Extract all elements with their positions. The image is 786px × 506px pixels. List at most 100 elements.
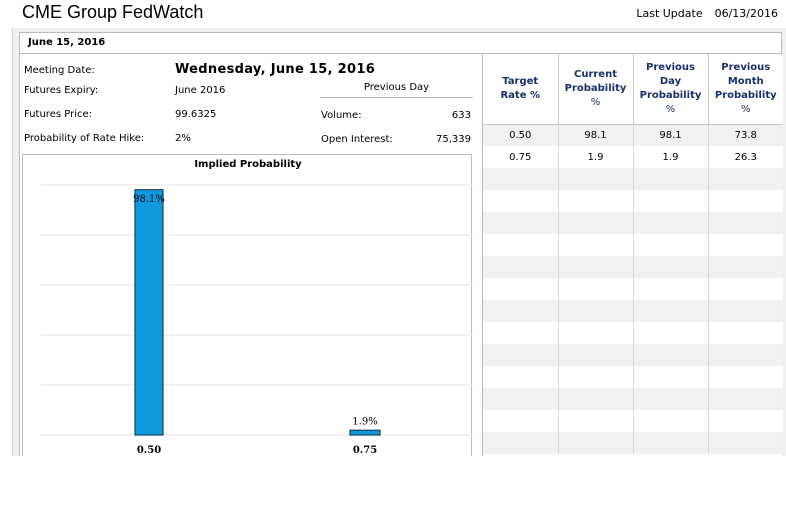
table-cell bbox=[708, 256, 783, 278]
table-cell bbox=[633, 322, 709, 344]
chart-bar bbox=[134, 189, 164, 436]
chart-category-label: 0.50 bbox=[137, 445, 161, 456]
table-cell bbox=[558, 366, 634, 388]
table-cell bbox=[708, 322, 783, 344]
table-cell bbox=[708, 190, 783, 212]
table-cell: 73.8 bbox=[708, 124, 783, 146]
last-update-label: Last Update bbox=[636, 7, 703, 20]
meeting-date-label: Meeting Date: bbox=[24, 65, 95, 76]
header-line: Day bbox=[659, 75, 682, 87]
prob-hike-label: Probability of Rate Hike: bbox=[24, 133, 145, 144]
header-line: % bbox=[590, 96, 601, 108]
table-cell bbox=[708, 366, 783, 388]
header-line: Probability bbox=[714, 89, 777, 101]
table-cell bbox=[633, 432, 709, 454]
table-row bbox=[483, 410, 783, 432]
table-cell bbox=[483, 256, 559, 278]
table-row bbox=[483, 168, 783, 190]
header-line: Current bbox=[573, 68, 617, 80]
header-line: % bbox=[740, 103, 751, 115]
table-header-row: Target Rate % Current Probability% Previous D… bbox=[483, 54, 783, 125]
table-cell bbox=[558, 168, 634, 190]
table-row: 0.75 1.9 1.9 26.3 bbox=[483, 146, 783, 168]
volume-value: 633 bbox=[451, 110, 471, 121]
table-cell bbox=[483, 300, 559, 322]
chart-value-label: 1.9% bbox=[352, 416, 377, 427]
table-cell bbox=[483, 432, 559, 454]
table-cell bbox=[483, 190, 559, 212]
table-cell bbox=[633, 234, 709, 256]
header-line: Previous bbox=[646, 61, 695, 73]
chart-bar bbox=[349, 429, 381, 436]
table-cell: 26.3 bbox=[708, 146, 783, 168]
table-cell bbox=[708, 278, 783, 300]
table-cell: 0.50 bbox=[483, 124, 559, 146]
table-cell bbox=[483, 168, 559, 190]
futures-price-label: Futures Price: bbox=[24, 109, 92, 120]
table-cell bbox=[483, 366, 559, 388]
previous-day-heading: Previous Day bbox=[320, 82, 473, 98]
implied-probability-chart: 98.1% 0.50 1.9% 0.75 Implied Probability bbox=[22, 154, 473, 456]
open-interest-label: Open Interest: bbox=[321, 134, 393, 145]
table-cell bbox=[483, 322, 559, 344]
app-title: CME Group FedWatch bbox=[22, 2, 204, 22]
table-cell bbox=[708, 234, 783, 256]
table-cell: 1.9 bbox=[558, 146, 634, 168]
table-row bbox=[483, 344, 783, 366]
table-row bbox=[483, 388, 783, 410]
table-cell bbox=[558, 256, 634, 278]
table-cell bbox=[558, 388, 634, 410]
meeting-info-panel: Meeting Date: Wednesday, June 15, 2016 F… bbox=[19, 54, 482, 456]
table-row bbox=[483, 432, 783, 454]
header-previous-month-probability: Previous Month Probability% bbox=[708, 54, 783, 125]
table-cell bbox=[483, 234, 559, 256]
table-row bbox=[483, 300, 783, 322]
table-cell bbox=[633, 212, 709, 234]
futures-expiry-value: June 2016 bbox=[175, 85, 226, 96]
table-cell bbox=[483, 344, 559, 366]
open-interest-value: 75,339 bbox=[436, 134, 471, 145]
table-cell: 98.1 bbox=[633, 124, 709, 146]
table-cell bbox=[558, 344, 634, 366]
table-cell bbox=[483, 212, 559, 234]
table-row bbox=[483, 322, 783, 344]
table-cell bbox=[558, 212, 634, 234]
table-cell bbox=[558, 410, 634, 432]
table-cell bbox=[633, 278, 709, 300]
header-line: Probability bbox=[639, 89, 702, 101]
table-row bbox=[483, 278, 783, 300]
table-cell bbox=[633, 190, 709, 212]
table-row bbox=[483, 212, 783, 234]
table-cell bbox=[558, 300, 634, 322]
table-row bbox=[483, 366, 783, 388]
header-target-rate: Target Rate % bbox=[483, 54, 559, 125]
table-cell: 98.1 bbox=[558, 124, 634, 146]
table-cell bbox=[633, 388, 709, 410]
prob-hike-value: 2% bbox=[175, 133, 191, 144]
chart-canvas: 98.1% 0.50 1.9% 0.75 bbox=[41, 184, 473, 456]
header-line: Previous bbox=[721, 61, 771, 73]
meeting-header: June 15, 2016 bbox=[19, 32, 782, 54]
table-cell bbox=[633, 256, 709, 278]
table-cell bbox=[558, 234, 634, 256]
header-line: Target bbox=[502, 75, 539, 87]
table-cell bbox=[708, 300, 783, 322]
chart-title: Implied Probability bbox=[194, 159, 302, 170]
table-cell bbox=[633, 300, 709, 322]
table-cell bbox=[708, 168, 783, 190]
chart-value-label: 98.1% bbox=[133, 194, 165, 205]
header-line: Rate % bbox=[500, 89, 540, 101]
header-previous-day-probability: Previous Day Probability% bbox=[633, 54, 709, 125]
header-line: Month bbox=[727, 75, 764, 87]
table-cell bbox=[558, 322, 634, 344]
table-cell bbox=[558, 432, 634, 454]
probability-table: Target Rate % Current Probability% Previous D… bbox=[483, 54, 783, 454]
table-cell: 1.9 bbox=[633, 146, 709, 168]
probability-table-panel: Target Rate % Current Probability% Previous D… bbox=[482, 54, 783, 456]
table-cell bbox=[483, 410, 559, 432]
table-cell bbox=[558, 278, 634, 300]
table-row bbox=[483, 256, 783, 278]
header-line: % bbox=[665, 103, 676, 115]
table-cell bbox=[633, 168, 709, 190]
meeting-date-value: Wednesday, June 15, 2016 bbox=[175, 62, 376, 77]
